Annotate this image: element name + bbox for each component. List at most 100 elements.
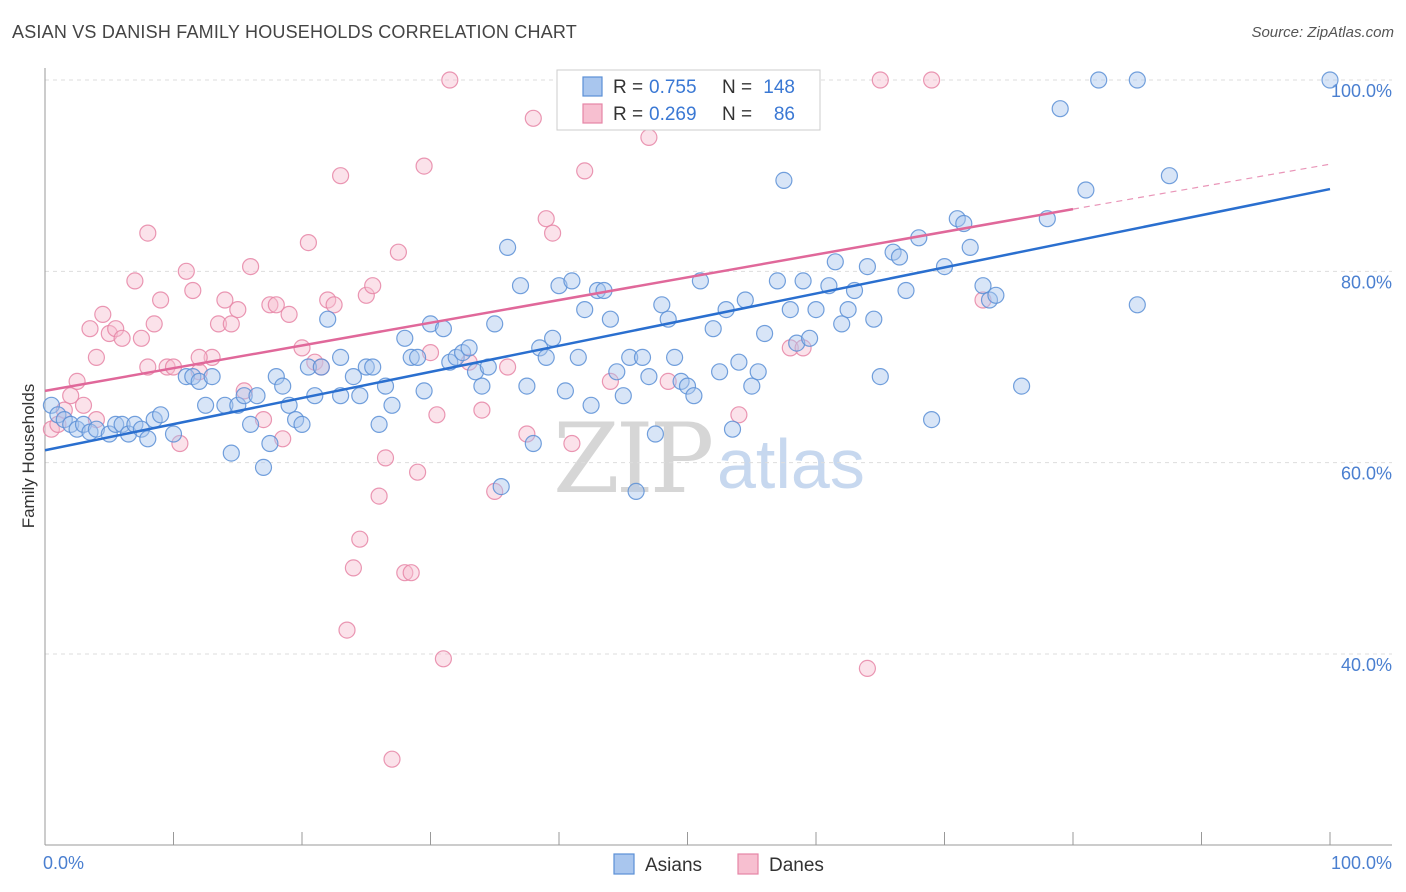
y-tick-label-40: 40.0%: [1341, 655, 1392, 675]
dane-point-7: [87, 348, 106, 366]
asian-point-72: [556, 382, 575, 400]
dane-point-68: [563, 434, 581, 453]
asian-point-74: [569, 348, 587, 366]
dane-point-50: [389, 243, 407, 261]
asian-point-119: [890, 248, 909, 266]
asian-point-117: [871, 368, 889, 386]
asian-point-108: [800, 329, 819, 347]
dane-point-5: [74, 396, 93, 414]
asian-point-50: [402, 348, 420, 366]
legend-n-label-1: N =: [722, 77, 752, 98]
asian-point-112: [833, 315, 851, 333]
legend-n-value-asians: 148: [763, 77, 795, 98]
asian-point-18: [177, 368, 195, 386]
dane-point-76: [730, 406, 748, 424]
dane-point-16: [152, 291, 170, 309]
asian-point-36: [299, 358, 317, 376]
asian-point-80: [608, 363, 626, 381]
dane-point-49: [383, 750, 401, 768]
asian-point-135: [1128, 71, 1146, 89]
asian-point-27: [242, 415, 260, 433]
dane-point-10: [107, 320, 125, 338]
source-label: Source: ZipAtlas.com: [1251, 24, 1394, 41]
asian-point-113: [839, 301, 857, 319]
asian-point-20: [190, 372, 208, 390]
dane-point-34: [280, 305, 298, 323]
dane-point-58: [441, 71, 459, 89]
danes-trend-extension: [1072, 163, 1331, 210]
dane-point-32: [267, 296, 285, 314]
x-tick-label-100: 100.0%: [1331, 853, 1392, 873]
dane-point-62: [499, 358, 517, 376]
asian-point-24: [222, 444, 240, 462]
y-tick-label-100: 100.0%: [1331, 81, 1392, 101]
dane-point-26: [222, 315, 240, 333]
legend-r-label-2: R =: [613, 104, 643, 125]
legend-swatch-asians: [582, 76, 603, 97]
series-legend: Asians Danes: [613, 853, 824, 876]
asian-point-133: [1051, 100, 1069, 118]
dane-point-30: [254, 411, 273, 429]
dane-point-40: [325, 296, 343, 314]
dane-point-51: [396, 564, 414, 582]
asians-points: [42, 71, 1339, 500]
dane-point-13: [132, 329, 150, 347]
asian-point-102: [755, 324, 774, 343]
asian-point-0: [42, 396, 61, 414]
asian-point-63: [492, 478, 510, 496]
dane-point-45: [357, 286, 375, 304]
legend-n-label-2: N =: [722, 104, 752, 125]
dane-point-66: [543, 224, 562, 242]
asian-point-42: [344, 368, 362, 386]
dane-point-73: [640, 128, 658, 146]
dane-point-33: [274, 430, 292, 448]
asian-point-58: [460, 339, 478, 357]
asian-point-65: [511, 277, 530, 295]
asian-point-22: [203, 368, 221, 386]
y-tick-labels: 40.0% 60.0% 80.0% 100.0%: [1331, 81, 1392, 675]
asian-point-76: [582, 396, 600, 414]
asian-point-38: [312, 358, 330, 376]
dane-point-6: [81, 320, 99, 338]
asian-point-9: [107, 415, 125, 433]
asian-point-94: [704, 320, 722, 338]
legend-r-value-danes: 0.269: [649, 104, 697, 125]
asian-point-45: [364, 358, 382, 376]
dane-point-85: [190, 348, 208, 366]
dane-point-29: [242, 258, 260, 276]
asian-point-83: [627, 482, 645, 500]
asian-point-134: [1090, 71, 1108, 89]
asian-point-69: [537, 348, 555, 366]
asian-point-98: [730, 353, 748, 371]
asians-trend-line: [44, 187, 1331, 452]
dane-point-31: [261, 296, 279, 314]
dane-point-65: [537, 210, 555, 228]
dane-point-79: [858, 659, 877, 678]
dane-point-55: [421, 344, 440, 362]
asian-point-106: [788, 334, 806, 352]
danes-trend-line: [44, 207, 1074, 393]
dane-point-27: [229, 301, 247, 319]
dane-point-63: [518, 425, 536, 443]
y-axis-title: Family Households: [19, 384, 38, 529]
asian-point-7: [87, 420, 106, 438]
asian-point-127: [974, 277, 992, 295]
asian-point-49: [396, 329, 414, 347]
y-tick-label-80: 80.0%: [1341, 272, 1392, 292]
dane-point-46: [364, 277, 382, 295]
dane-point-3: [62, 387, 80, 405]
y-tick-label-60: 60.0%: [1341, 464, 1392, 484]
asian-point-111: [826, 253, 844, 271]
asian-point-91: [678, 377, 697, 395]
x-tick-label-0: 0.0%: [43, 853, 84, 873]
asian-point-122: [922, 411, 941, 429]
asian-point-40: [332, 348, 350, 366]
asian-point-43: [351, 387, 369, 405]
dane-point-36: [299, 234, 317, 252]
dane-point-52: [402, 564, 420, 582]
dane-point-28: [235, 382, 253, 400]
asian-point-79: [601, 310, 620, 328]
asian-point-66: [518, 377, 536, 395]
asian-point-60: [473, 377, 491, 395]
dane-point-15: [145, 315, 163, 333]
